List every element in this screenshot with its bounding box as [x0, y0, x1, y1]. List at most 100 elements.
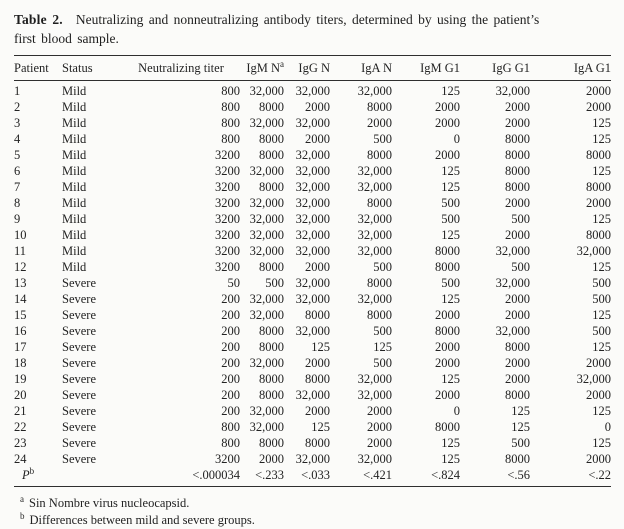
- cell: 20: [14, 388, 27, 402]
- table-row: 8 Mild 3200 32,000 32,000 8000 500 2000 2000: [14, 196, 611, 212]
- cell: 8000: [259, 324, 284, 338]
- cell: 200: [221, 308, 240, 322]
- cell: 125: [441, 436, 460, 450]
- cell: 125: [441, 84, 460, 98]
- footnote-a-text: Sin Nombre virus nucleocapsid.: [29, 496, 190, 510]
- cell: 125: [592, 132, 611, 146]
- table-caption-line1: Neutralizing and nonneutralizing antibod…: [75, 12, 540, 27]
- table-row: 5 Mild 3200 8000 32,000 8000 2000 8000 8000: [14, 148, 611, 164]
- cell: 125: [441, 292, 460, 306]
- cell: 32,000: [249, 84, 284, 98]
- cell: 32,000: [249, 308, 284, 322]
- cell: 125: [511, 404, 530, 418]
- cell: 18: [14, 356, 27, 370]
- cell: 800: [221, 116, 240, 130]
- cell: 32,000: [249, 404, 284, 418]
- cell: 8000: [435, 420, 460, 434]
- cell: 8000: [435, 244, 460, 258]
- cell: Mild: [62, 196, 87, 210]
- cell: 8000: [586, 148, 611, 162]
- table-row: 15 Severe 200 32,000 8000 8000 2000 2000 125: [14, 308, 611, 324]
- cell: 2000: [367, 436, 392, 450]
- cell: 500: [265, 276, 284, 290]
- table-row: 10 Mild 3200 32,000 32,000 32,000 125 2000 8000: [14, 228, 611, 244]
- cell: Severe: [62, 372, 97, 386]
- cell: 11: [14, 244, 27, 258]
- cell: Severe: [62, 436, 97, 450]
- cell: 8000: [367, 276, 392, 290]
- cell: 8000: [259, 100, 284, 114]
- col-header-igm-n: IgM Na: [240, 55, 284, 81]
- p-value-cell: <.233: [240, 467, 284, 487]
- cell: 8000: [586, 180, 611, 194]
- cell: 8000: [505, 388, 530, 402]
- col-header-status: Status: [62, 55, 122, 81]
- cell: 125: [592, 340, 611, 354]
- cell: 3200: [215, 452, 240, 466]
- cell: Severe: [62, 388, 97, 402]
- cell: 19: [14, 372, 27, 386]
- cell: 32,000: [249, 244, 284, 258]
- cell: 200: [221, 340, 240, 354]
- table-row: 4 Mild 800 8000 2000 500 0 8000 125: [14, 132, 611, 148]
- table-caption-line2: first blood sample.: [14, 31, 119, 46]
- cell: 50: [227, 276, 241, 290]
- cell: 13: [14, 276, 27, 290]
- col-header-patient: Patient: [14, 55, 62, 81]
- cell: 8000: [259, 132, 284, 146]
- cell: 2000: [305, 404, 330, 418]
- cell: 0: [604, 420, 611, 434]
- cell: 32,000: [249, 292, 284, 306]
- p-label: P: [22, 468, 30, 482]
- cell: 21: [14, 404, 27, 418]
- table-row: 17 Severe 200 8000 125 125 2000 8000 125: [14, 340, 611, 356]
- cell: 2000: [586, 196, 611, 210]
- cell: 500: [511, 212, 530, 226]
- cell: 2000: [586, 388, 611, 402]
- cell: 32,000: [357, 452, 392, 466]
- cell: 8000: [505, 148, 530, 162]
- cell: 14: [14, 292, 27, 306]
- cell: 8000: [305, 372, 330, 386]
- cell: 125: [441, 228, 460, 242]
- cell: Severe: [62, 292, 97, 306]
- cell: 2000: [505, 100, 530, 114]
- cell: 800: [221, 436, 240, 450]
- cell: Severe: [62, 308, 97, 322]
- cell: 500: [592, 324, 611, 338]
- cell: 32,000: [295, 180, 330, 194]
- cell: 22: [14, 420, 27, 434]
- cell: 2000: [505, 356, 530, 370]
- cell: 800: [221, 132, 240, 146]
- cell: 32,000: [357, 244, 392, 258]
- cell: 2000: [505, 372, 530, 386]
- table-row: 3 Mild 800 32,000 32,000 2000 2000 2000 125: [14, 116, 611, 132]
- cell: 125: [441, 164, 460, 178]
- cell: 125: [592, 308, 611, 322]
- cell: 0: [453, 132, 460, 146]
- cell: Mild: [62, 212, 87, 226]
- cell: 500: [592, 276, 611, 290]
- cell: 2000: [259, 452, 284, 466]
- antibody-titer-table: Patient Status Neutralizing titer IgM Na IgG…: [14, 55, 611, 487]
- cell: 9: [14, 212, 21, 226]
- cell: 800: [221, 84, 240, 98]
- table-row: 13 Severe 50 500 32,000 8000 500 32,000 500: [14, 276, 611, 292]
- cell: 32,000: [295, 116, 330, 130]
- cell: Mild: [62, 148, 87, 162]
- cell: 32,000: [357, 164, 392, 178]
- table-row: 9 Mild 3200 32,000 32,000 32,000 500 500 125: [14, 212, 611, 228]
- cell: 1: [14, 84, 21, 98]
- cell: Severe: [62, 324, 97, 338]
- cell: 8000: [305, 436, 330, 450]
- cell: Mild: [62, 228, 87, 242]
- table-row: 1 Mild 800 32,000 32,000 32,000 125 32,000 2000: [14, 81, 611, 100]
- cell: 32,000: [249, 164, 284, 178]
- cell: 8000: [505, 452, 530, 466]
- cell: 125: [311, 340, 330, 354]
- cell: 8000: [505, 132, 530, 146]
- cell: 32,000: [249, 228, 284, 242]
- cell: 24: [14, 452, 27, 466]
- cell: 32,000: [357, 180, 392, 194]
- cell: 125: [592, 212, 611, 226]
